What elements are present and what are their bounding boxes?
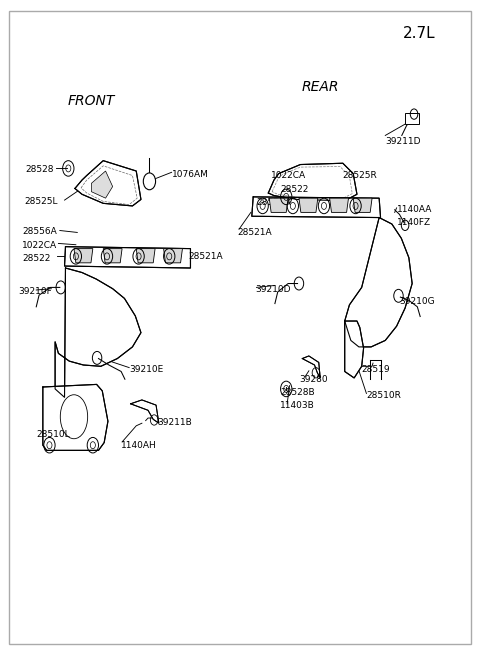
Text: 39210D: 39210D [255, 286, 291, 295]
Polygon shape [299, 198, 318, 212]
Text: 1140AH: 1140AH [121, 441, 157, 450]
Text: 28522: 28522 [280, 185, 309, 194]
Text: 1022CA: 1022CA [22, 241, 57, 250]
Bar [405, 113, 419, 124]
Text: 28525L: 28525L [24, 197, 58, 206]
Polygon shape [75, 160, 141, 206]
Polygon shape [136, 249, 155, 263]
Polygon shape [268, 163, 357, 200]
Polygon shape [345, 321, 363, 378]
Text: 28519: 28519 [362, 365, 390, 374]
Text: 28510L: 28510L [36, 430, 70, 439]
Text: 28556A: 28556A [256, 198, 291, 207]
Text: 28528B: 28528B [280, 388, 315, 397]
Polygon shape [103, 249, 122, 263]
Polygon shape [302, 356, 320, 378]
Polygon shape [43, 384, 108, 451]
Text: 39211D: 39211D [385, 138, 421, 147]
Text: 28510R: 28510R [366, 391, 401, 400]
Text: 1140AA: 1140AA [396, 204, 432, 214]
Polygon shape [164, 249, 182, 263]
Text: 39210G: 39210G [399, 297, 435, 306]
Text: 39210F: 39210F [18, 287, 52, 296]
Text: 2.7L: 2.7L [403, 26, 435, 41]
Text: 1140FZ: 1140FZ [396, 218, 431, 227]
Polygon shape [330, 198, 348, 212]
Polygon shape [64, 247, 191, 268]
Text: 28528: 28528 [25, 164, 54, 174]
Text: 39210E: 39210E [129, 365, 163, 374]
Text: 1022CA: 1022CA [271, 171, 306, 180]
Text: 11403B: 11403B [280, 402, 315, 410]
Polygon shape [91, 171, 113, 198]
Polygon shape [252, 197, 381, 217]
Text: 28522: 28522 [22, 254, 50, 263]
Polygon shape [269, 198, 288, 212]
Polygon shape [55, 268, 141, 398]
Text: 28521A: 28521A [188, 252, 223, 261]
Text: 39280: 39280 [299, 375, 327, 384]
Polygon shape [131, 400, 159, 423]
Polygon shape [345, 217, 412, 347]
Polygon shape [74, 249, 93, 263]
Text: 1076AM: 1076AM [172, 170, 208, 179]
Text: REAR: REAR [301, 80, 339, 94]
Text: 39211B: 39211B [157, 418, 192, 427]
Text: 28525R: 28525R [343, 171, 378, 180]
Text: 28521A: 28521A [238, 228, 272, 237]
Text: 28556A: 28556A [22, 227, 57, 236]
Text: FRONT: FRONT [68, 94, 115, 108]
Circle shape [144, 173, 156, 190]
Polygon shape [353, 198, 372, 212]
